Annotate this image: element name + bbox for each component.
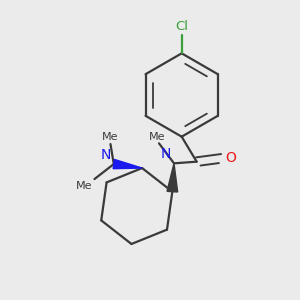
Text: O: O (226, 151, 236, 165)
Text: N: N (161, 147, 171, 161)
Text: Cl: Cl (175, 20, 188, 33)
Text: Me: Me (76, 181, 93, 191)
Polygon shape (113, 159, 142, 169)
Polygon shape (167, 163, 178, 192)
Text: Me: Me (149, 132, 166, 142)
Text: Me: Me (102, 132, 119, 142)
Text: N: N (101, 148, 111, 162)
